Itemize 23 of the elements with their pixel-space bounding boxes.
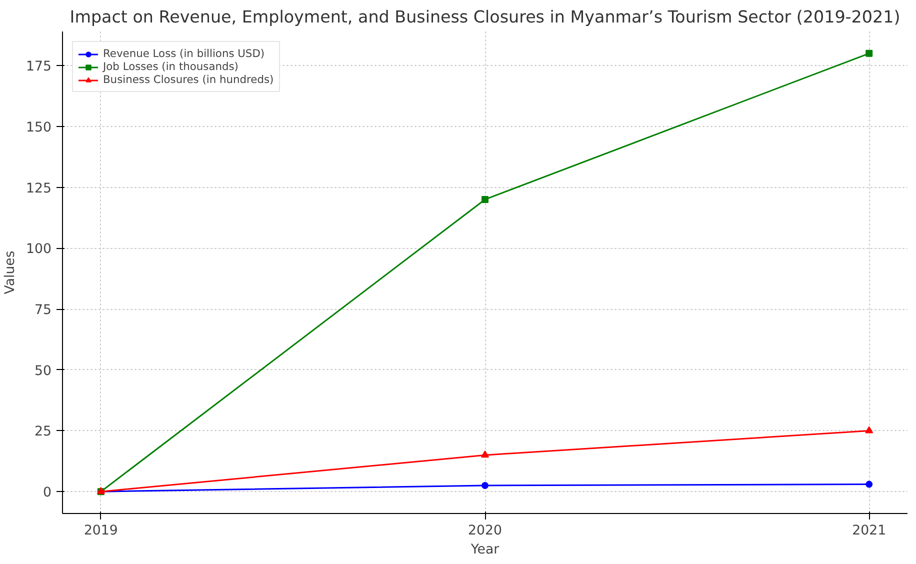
legend-label: Revenue Loss (in billions USD) [103,47,265,60]
point [482,196,488,203]
y-tick-label: 25 [34,424,52,440]
y-tick-label: 150 [26,120,52,136]
y-tick-label: 100 [26,242,52,258]
y-tick-label: 125 [26,181,52,196]
legend-label: Business Closures (in hundreds) [103,73,274,86]
x-tick-label: 2020 [468,524,502,538]
point [866,480,873,488]
point [481,450,489,458]
y-axis-title: Values [3,250,18,294]
chart-title: Impact on Revenue, Employment, and Business Closures in Myanmar’s Tourism Sector (2019-2021) [70,8,900,26]
point [865,426,874,434]
point [866,50,873,57]
x-axis-title: Year [470,542,500,558]
legend-label: Job Losses (in thousands) [103,60,238,73]
x-tick-label: 2021 [852,524,886,538]
point [482,482,488,489]
x-tick-label: 2019 [84,524,118,538]
y-tick-label: 0 [43,486,52,501]
y-tick-label: 75 [34,303,52,318]
y-tick-label: 50 [34,364,52,379]
y-tick-label: 175 [26,60,52,75]
